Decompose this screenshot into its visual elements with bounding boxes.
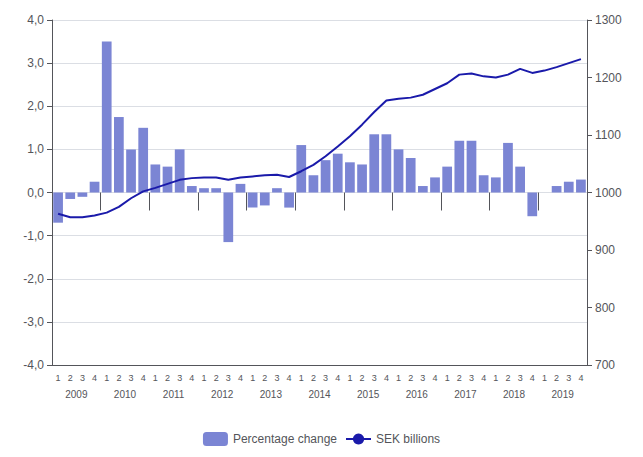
svg-text:1,0: 1,0 xyxy=(27,142,44,156)
svg-text:SEK billions: SEK billions xyxy=(376,432,440,446)
svg-text:3,0: 3,0 xyxy=(27,56,44,70)
svg-text:1: 1 xyxy=(56,373,61,383)
svg-text:2019: 2019 xyxy=(552,389,575,400)
svg-text:3: 3 xyxy=(129,373,134,383)
svg-text:2013: 2013 xyxy=(260,389,283,400)
svg-text:2014: 2014 xyxy=(308,389,331,400)
svg-text:2: 2 xyxy=(68,373,73,383)
svg-text:3: 3 xyxy=(323,373,328,383)
svg-text:1300: 1300 xyxy=(595,13,622,27)
svg-text:2: 2 xyxy=(360,373,365,383)
svg-text:2016: 2016 xyxy=(406,389,429,400)
svg-text:2: 2 xyxy=(165,373,170,383)
svg-text:1100: 1100 xyxy=(595,128,621,142)
svg-text:3: 3 xyxy=(177,373,182,383)
svg-text:2: 2 xyxy=(262,373,267,383)
svg-text:Percentage change: Percentage change xyxy=(233,432,337,446)
svg-text:3: 3 xyxy=(226,373,231,383)
svg-text:1000: 1000 xyxy=(595,186,622,200)
svg-text:4,0: 4,0 xyxy=(27,13,44,27)
svg-text:2: 2 xyxy=(505,373,510,383)
svg-text:1: 1 xyxy=(542,373,547,383)
svg-text:1: 1 xyxy=(299,373,304,383)
svg-text:3: 3 xyxy=(372,373,377,383)
svg-text:1: 1 xyxy=(347,373,352,383)
svg-text:0,0: 0,0 xyxy=(27,186,44,200)
svg-text:2: 2 xyxy=(408,373,413,383)
svg-text:4: 4 xyxy=(141,373,146,383)
svg-text:800: 800 xyxy=(595,301,615,315)
svg-text:3: 3 xyxy=(80,373,85,383)
svg-text:-4,0: -4,0 xyxy=(23,358,44,372)
svg-text:1: 1 xyxy=(201,373,206,383)
svg-text:1: 1 xyxy=(104,373,109,383)
svg-text:1: 1 xyxy=(493,373,498,383)
svg-text:900: 900 xyxy=(595,243,615,257)
svg-text:4: 4 xyxy=(189,373,194,383)
svg-text:2: 2 xyxy=(457,373,462,383)
svg-text:2011: 2011 xyxy=(163,389,185,400)
svg-text:2012: 2012 xyxy=(211,389,234,400)
svg-text:3: 3 xyxy=(420,373,425,383)
svg-text:4: 4 xyxy=(335,373,340,383)
svg-text:2018: 2018 xyxy=(503,389,526,400)
svg-text:-3,0: -3,0 xyxy=(23,315,44,329)
svg-text:4: 4 xyxy=(287,373,292,383)
svg-text:3: 3 xyxy=(566,373,571,383)
svg-text:1: 1 xyxy=(250,373,255,383)
svg-text:4: 4 xyxy=(92,373,97,383)
svg-text:3: 3 xyxy=(469,373,474,383)
svg-text:2: 2 xyxy=(554,373,559,383)
svg-text:2: 2 xyxy=(311,373,316,383)
svg-text:1200: 1200 xyxy=(595,71,622,85)
svg-text:4: 4 xyxy=(578,373,583,383)
svg-text:1: 1 xyxy=(396,373,401,383)
svg-text:3: 3 xyxy=(518,373,523,383)
svg-text:-1,0: -1,0 xyxy=(23,229,44,243)
svg-text:1: 1 xyxy=(153,373,158,383)
svg-text:-2,0: -2,0 xyxy=(23,272,44,286)
svg-text:2,0: 2,0 xyxy=(27,99,44,113)
svg-text:2015: 2015 xyxy=(357,389,380,400)
svg-text:4: 4 xyxy=(384,373,389,383)
svg-text:3: 3 xyxy=(274,373,279,383)
svg-text:4: 4 xyxy=(530,373,535,383)
svg-text:1: 1 xyxy=(445,373,450,383)
svg-text:700: 700 xyxy=(595,358,615,372)
svg-text:2009: 2009 xyxy=(65,389,88,400)
svg-text:4: 4 xyxy=(433,373,438,383)
svg-text:2: 2 xyxy=(214,373,219,383)
svg-text:2: 2 xyxy=(116,373,121,383)
svg-text:2017: 2017 xyxy=(454,389,477,400)
svg-text:2010: 2010 xyxy=(114,389,137,400)
svg-text:4: 4 xyxy=(238,373,243,383)
svg-text:4: 4 xyxy=(481,373,486,383)
